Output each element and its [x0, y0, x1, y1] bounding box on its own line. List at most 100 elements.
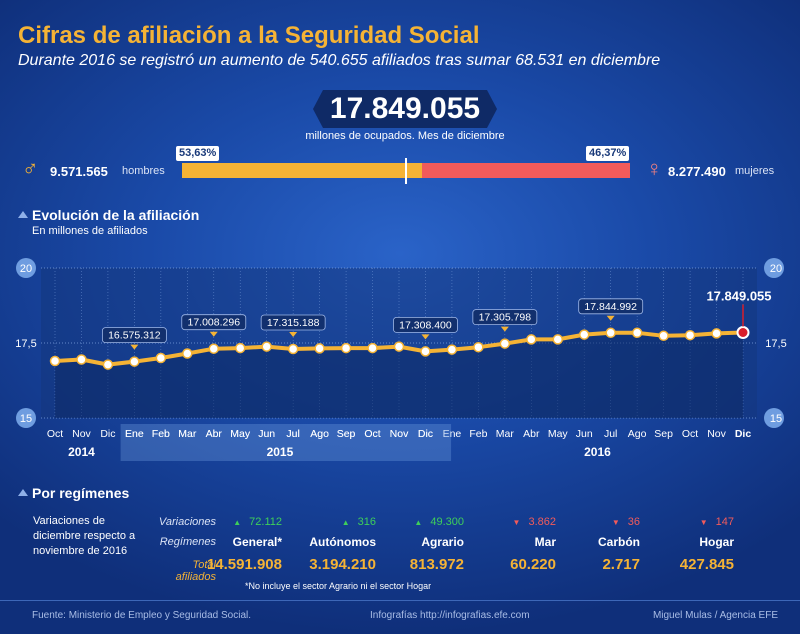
x-tick-label: Jun: [258, 428, 275, 440]
regime-variation: ▲ 316: [342, 516, 376, 528]
x-tick-label: Feb: [469, 428, 487, 440]
x-tick-label: Dic: [735, 428, 752, 440]
data-point: [631, 327, 643, 339]
data-point: [658, 330, 669, 342]
infographics-url: Infografías http://infografias.efe.com: [370, 610, 530, 621]
annotation-pointer: [606, 315, 615, 321]
data-point: [393, 341, 405, 352]
women-percentage: 46,37%: [586, 146, 630, 161]
x-tick-label: Oct: [47, 428, 63, 440]
regime-total: 60.220: [510, 556, 556, 573]
y-tick-badge-right: [764, 258, 784, 278]
footer-divider: [0, 600, 800, 601]
regime-name: Agrario: [421, 535, 464, 549]
regimes-row-label: Regímenes: [159, 536, 216, 548]
y-tick-badge-right: [764, 408, 784, 428]
year-band-2015: [120, 424, 452, 461]
page-subtitle: Durante 2016 se registró un aumento de 5…: [18, 52, 661, 69]
x-tick-label: May: [230, 428, 251, 440]
annotation-label: 17.305.798: [479, 312, 532, 324]
arrow-up-icon: ▲: [414, 518, 423, 527]
annotation-box: [101, 327, 167, 343]
data-point: [711, 328, 722, 339]
x-tick-label: Nov: [72, 428, 91, 440]
x-tick-label: Ago: [310, 428, 329, 440]
men-label: hombres: [122, 165, 165, 177]
annotation-box: [260, 314, 326, 331]
y-tick-label-right: 20: [770, 263, 782, 275]
year-label: 2015: [267, 445, 294, 459]
arrow-down-icon: ▼: [699, 518, 708, 527]
y-tick-label-left: 20: [20, 263, 32, 275]
y-tick-badge-left: [16, 258, 36, 278]
men-percentage: 53,63%: [176, 146, 220, 161]
annotation-box: [393, 317, 458, 333]
x-tick-label: Dic: [418, 428, 433, 440]
data-point: [473, 341, 484, 353]
annotation-label-highlight: 17.849.055: [706, 289, 771, 304]
data-point: [552, 334, 564, 345]
arrow-down-icon: ▼: [611, 518, 620, 527]
x-tick-label: Ene: [443, 428, 462, 440]
data-point: [367, 342, 378, 354]
annotation-pointer: [289, 332, 298, 337]
y-tick-label-left: 17,5: [15, 338, 36, 350]
regime-variation-value: 36: [627, 516, 640, 528]
regime-variation-value: 316: [357, 516, 376, 528]
last-data-point: [736, 326, 750, 339]
x-tick-label-band: Abr: [206, 428, 223, 440]
x-tick-label: Ago: [628, 428, 647, 440]
data-point: [129, 356, 140, 367]
regime-total: 813.972: [409, 556, 464, 573]
regime-variation-value: 72.112: [249, 516, 282, 528]
women-label: mujeres: [735, 165, 775, 177]
regime-variation-value: 49.300: [430, 516, 464, 528]
annotation-pointer: [130, 344, 139, 350]
annotation-box: [181, 314, 247, 331]
evolution-title: Evolución de la afiliación: [32, 207, 200, 223]
gender-bar-divider: [405, 158, 407, 184]
annotation-label: 17.315.188: [267, 317, 320, 329]
men-count: 9.571.565: [50, 164, 108, 179]
annotation-box: [472, 309, 538, 325]
affiliation-line-chart: 20 20 17,5 17,5 15 15 16.575.312 17.008.296 17.3…: [15, 258, 787, 461]
regime-variation-value: 147: [715, 516, 734, 528]
arrow-down-icon: ▼: [512, 518, 521, 527]
x-tick-label-band: May: [230, 428, 251, 440]
total-affiliates-caption: millones de ocupados. Mes de diciembre: [305, 130, 505, 142]
data-point: [182, 348, 193, 359]
x-tick-label-band: Jun: [258, 428, 275, 440]
data-point: [605, 327, 616, 339]
x-tick-label: Jul: [286, 428, 299, 440]
source-credit: Fuente: Ministerio de Empleo y Seguridad…: [32, 610, 252, 621]
x-tick-label-band: Nov: [390, 428, 409, 440]
x-tick-label: Oct: [682, 428, 698, 440]
x-tick-label-band: Sep: [337, 428, 356, 440]
page-title: Cifras de afiliación a la Seguridad Soci…: [18, 22, 480, 49]
x-tick-label-band: Jul: [286, 428, 299, 440]
regime-name: General*: [232, 535, 282, 549]
data-point: [234, 342, 246, 354]
data-point: [420, 346, 431, 357]
x-tick-label: Nov: [707, 428, 726, 440]
data-point: [102, 359, 114, 370]
y-tick-badge-left: [16, 408, 36, 428]
annotation-label: 17.308.400: [399, 319, 452, 331]
y-tick-label-right: 17,5: [765, 338, 786, 350]
data-point: [684, 329, 696, 341]
x-tick-label: Oct: [364, 428, 380, 440]
regime-total: 3.194.210: [309, 556, 376, 573]
data-point: [314, 343, 325, 354]
x-tick-label: Nov: [390, 428, 409, 440]
y-tick-label-right: 15: [770, 413, 782, 425]
author-credit: Miguel Mulas / Agencia EFE: [652, 610, 778, 621]
totals-row-label: Total afiliados: [175, 559, 216, 583]
data-point: [76, 354, 87, 365]
total-badge-shape: [313, 90, 497, 128]
data-point: [261, 341, 272, 352]
regime-variation: ▼ 3.862: [513, 516, 556, 528]
data-point: [49, 355, 61, 367]
data-point: [446, 344, 458, 355]
data-point: [578, 329, 590, 340]
x-tick-label-band: Ene: [125, 428, 144, 440]
